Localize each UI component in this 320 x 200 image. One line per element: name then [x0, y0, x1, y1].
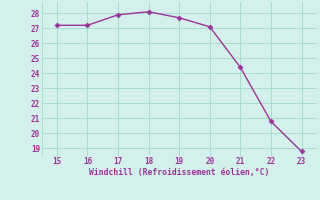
X-axis label: Windchill (Refroidissement éolien,°C): Windchill (Refroidissement éolien,°C)	[89, 168, 269, 177]
